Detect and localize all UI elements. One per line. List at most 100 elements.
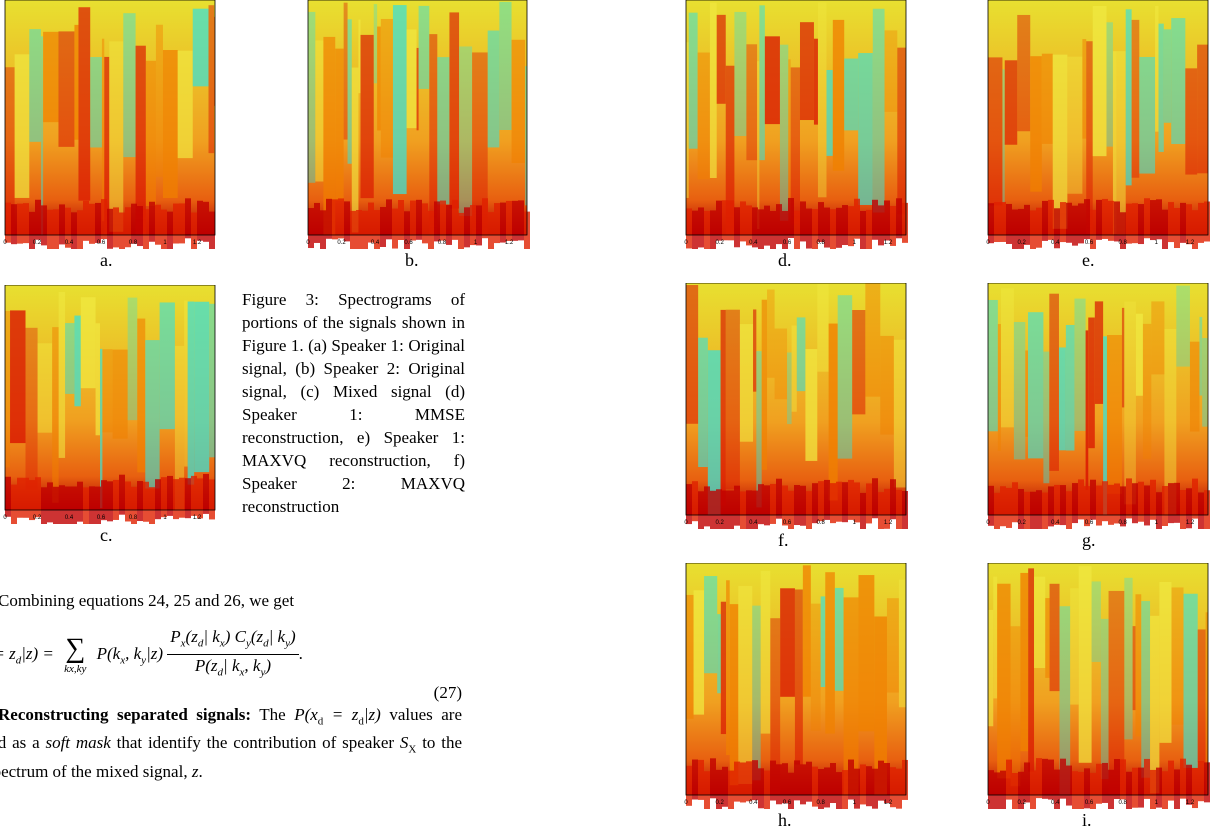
low-band <box>860 764 866 805</box>
spectrogram-stripe <box>358 19 361 94</box>
subscript: x <box>120 654 126 667</box>
frame <box>987 283 1209 516</box>
spectrogram-stripe <box>347 19 352 164</box>
low-band <box>1138 767 1144 808</box>
spectrogram-stripe <box>805 349 818 461</box>
spectrogram-stripe <box>43 31 59 123</box>
low-band <box>806 761 812 802</box>
spectrogram-stripe <box>1002 69 1005 203</box>
spectrogram-stripe <box>858 575 875 732</box>
math-text: , k <box>125 643 142 663</box>
low-band <box>884 488 890 529</box>
low-band <box>1162 771 1168 809</box>
spectrogram-stripe <box>1017 14 1031 132</box>
low-band <box>1060 202 1066 243</box>
low-band <box>1048 759 1054 800</box>
low-band <box>1204 201 1210 242</box>
x-tick-label: 0.2 <box>33 240 42 246</box>
spectrogram-stripe <box>112 349 128 439</box>
low-band <box>41 205 47 246</box>
math-text: ) <box>265 656 272 676</box>
x-tick-label: 0.8 <box>816 520 825 526</box>
low-band <box>1174 769 1180 809</box>
spectrogram-stripe <box>418 5 430 89</box>
low-band <box>1042 492 1048 529</box>
spectrogram-stripe <box>380 18 393 158</box>
low-band <box>1192 478 1198 519</box>
low-band <box>1012 209 1018 249</box>
low-band <box>47 482 53 523</box>
spectrogram-stripe <box>1171 18 1186 145</box>
spectrogram-stripe <box>997 324 1001 451</box>
x-tick-label: 1.2 <box>884 800 893 806</box>
x-tick-label: 0.2 <box>1017 800 1026 806</box>
low-band <box>35 199 41 240</box>
spectrogram-stripe <box>790 67 800 225</box>
math-text: = z <box>323 705 359 724</box>
spectrogram-stripe <box>725 65 735 235</box>
x-tick-label: 0 <box>986 520 990 526</box>
math-text: P(k <box>96 643 121 663</box>
x-tick-label: 0.8 <box>129 240 138 246</box>
spectrogram: 0 0.2 0.4 0.6 0.8 1 1.2 <box>684 0 908 249</box>
spectrogram-stripe <box>109 41 124 232</box>
low-band <box>902 490 908 529</box>
math-text: to the log spectrum of the mixed signal, <box>0 733 463 781</box>
low-band <box>890 767 896 808</box>
subscript: x <box>239 666 245 679</box>
low-band <box>1102 481 1108 522</box>
low-band <box>1000 486 1006 527</box>
frame <box>685 563 907 796</box>
spectrogram-stripe <box>1185 68 1198 175</box>
low-band <box>1132 203 1138 244</box>
spectrogram-stripe <box>40 36 44 236</box>
x-tick-label: 1.2 <box>1186 800 1195 806</box>
low-band <box>59 485 65 524</box>
x-tick-label: 0.2 <box>1017 520 1026 526</box>
low-band <box>1060 485 1066 526</box>
low-band <box>758 768 764 809</box>
low-band <box>143 209 149 249</box>
denominator: P(zd| kx, ky) <box>167 655 298 683</box>
low-band <box>686 484 692 525</box>
spectrogram-stripe <box>101 38 105 222</box>
low-band <box>1030 210 1036 249</box>
math-text: ) C <box>224 627 246 646</box>
figure-caption: Figure 3: Spectrograms of portions of th… <box>242 290 465 516</box>
low-band <box>1012 482 1018 523</box>
low-band <box>1048 486 1054 527</box>
math-text: | k <box>203 627 220 646</box>
spectrogram-stripe <box>1141 601 1151 778</box>
low-band <box>1108 484 1114 525</box>
body-text: Combining equations 24, 25 and 26, we ge… <box>0 590 462 783</box>
spectrogram-stripe <box>880 335 894 435</box>
low-band <box>137 481 143 522</box>
x-tick-label: 0.6 <box>97 240 106 246</box>
spectrogram-stripe <box>1151 301 1165 375</box>
low-band <box>65 207 71 248</box>
x-tick-label: 1 <box>853 800 857 806</box>
low-band <box>191 475 197 516</box>
low-band <box>185 478 191 519</box>
low-band <box>1108 769 1114 809</box>
low-band <box>860 492 866 529</box>
low-band <box>1186 204 1192 245</box>
low-band <box>878 205 884 246</box>
low-band <box>1120 212 1126 249</box>
spectrogram-stripe <box>377 26 381 131</box>
spectrogram-stripe <box>988 57 1003 206</box>
x-tick-label: 0.2 <box>715 240 724 246</box>
low-band <box>1198 761 1204 802</box>
spectrogram-stripe <box>1000 288 1014 428</box>
low-band <box>29 211 35 249</box>
spectrogram-stripe <box>1158 23 1164 152</box>
low-band <box>1180 489 1186 529</box>
x-tick-label: 0.6 <box>783 240 792 246</box>
low-band <box>716 200 722 241</box>
low-band <box>1204 762 1210 803</box>
low-band <box>155 479 161 520</box>
x-tick-label: 1 <box>1155 800 1159 806</box>
spectrogram-stripe <box>1049 293 1059 471</box>
x-tick-label: 0.4 <box>1051 520 1060 526</box>
low-band <box>848 479 854 520</box>
